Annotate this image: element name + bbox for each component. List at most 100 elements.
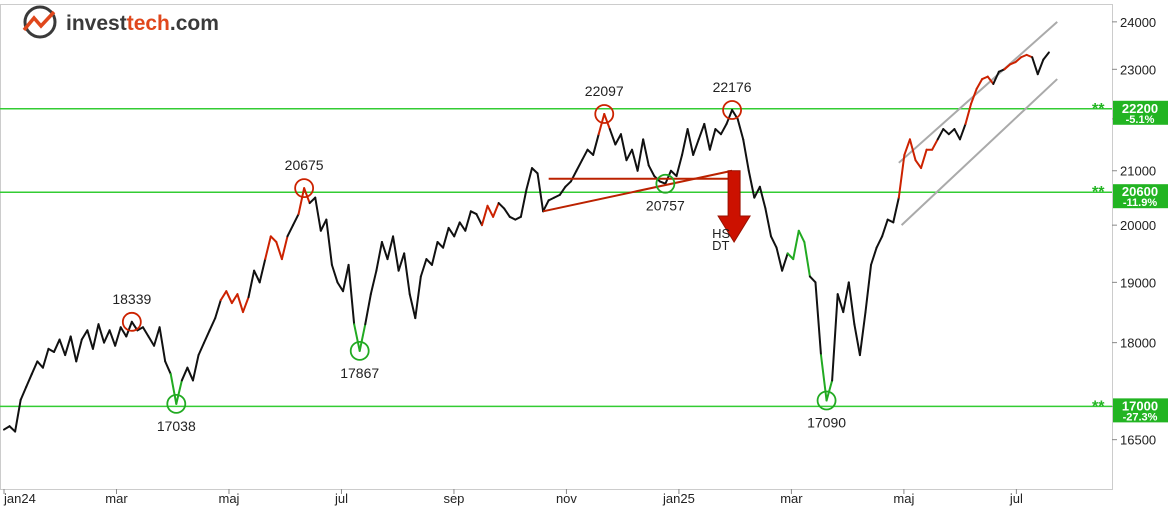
- peak-circle: [816, 390, 837, 411]
- series-segment: [842, 281, 850, 314]
- series-segment: [119, 326, 128, 338]
- peak-circle: [722, 100, 742, 120]
- series-segment: [786, 252, 795, 261]
- series-segment: [525, 167, 533, 191]
- series-segment: [186, 366, 194, 382]
- series-segment: [241, 296, 250, 314]
- series-segment: [775, 246, 784, 272]
- series-segment: [742, 138, 750, 172]
- series-segment: [808, 275, 817, 284]
- series-segment: [886, 218, 895, 224]
- series-segment: [681, 128, 689, 156]
- peak-circle: [655, 173, 676, 194]
- y-tick-label: 16500: [1120, 433, 1156, 448]
- level-stars: **: [1092, 398, 1105, 415]
- logo-text-com: .com: [170, 12, 219, 35]
- series-segment: [419, 258, 428, 278]
- series-segment: [447, 226, 456, 238]
- logo-text-tech: tech: [127, 12, 170, 35]
- series-segment: [1036, 58, 1045, 76]
- series-segment: [981, 75, 989, 81]
- series-segment: [719, 122, 728, 136]
- series-segment: [264, 235, 272, 261]
- series-segment: [936, 128, 945, 141]
- series-segment: [14, 398, 22, 433]
- series-segment: [558, 185, 567, 196]
- y-tick-label: 20000: [1120, 218, 1156, 233]
- series-segment: [708, 128, 717, 151]
- peak-label: 20675: [285, 157, 324, 173]
- series-segment: [642, 138, 650, 167]
- series-segment: [475, 213, 483, 227]
- series-segment: [430, 241, 439, 266]
- series-segment: [297, 187, 306, 216]
- series-segment: [581, 148, 589, 162]
- series-segment: [647, 164, 656, 178]
- series-segment: [825, 379, 834, 402]
- series-segment: [219, 290, 228, 302]
- series-segment: [658, 180, 667, 185]
- series-segment: [247, 269, 256, 299]
- x-tick-label: jul: [1009, 491, 1023, 506]
- series-segment: [469, 210, 478, 216]
- series-segment: [480, 204, 489, 227]
- series-segment: [958, 122, 967, 141]
- series-segment: [669, 169, 678, 178]
- series-segment: [358, 323, 367, 352]
- series-segment: [403, 252, 411, 296]
- series-segment: [69, 335, 78, 363]
- y-tick-label: 21000: [1120, 164, 1156, 179]
- series-segment: [414, 275, 422, 320]
- series-segment: [803, 241, 811, 278]
- series-segment: [203, 329, 211, 344]
- series-segment: [1020, 53, 1028, 59]
- series-segment: [86, 329, 94, 350]
- series-segment: [114, 326, 122, 347]
- peak-circle: [294, 178, 315, 199]
- series-segment: [875, 235, 884, 249]
- series-segment: [597, 112, 606, 136]
- series-segment: [692, 138, 700, 156]
- series-segment: [892, 196, 900, 224]
- series-segment: [519, 188, 528, 218]
- series-segment: [1031, 56, 1039, 76]
- peak-label: 22097: [585, 83, 624, 99]
- series-segment: [970, 87, 978, 105]
- logo[interactable]: investtech.com: [22, 5, 219, 39]
- series-segment: [831, 293, 839, 382]
- series-segment: [536, 172, 545, 213]
- series-segment: [908, 138, 917, 162]
- series-segment: [197, 341, 206, 357]
- series-segment: [636, 138, 645, 172]
- peak-label: 20757: [646, 198, 685, 214]
- x-tick-label: jan25: [662, 491, 695, 506]
- series-segment: [319, 218, 328, 232]
- series-segment: [686, 128, 695, 156]
- logo-text-invest: invest: [66, 12, 127, 35]
- series-segment: [47, 347, 56, 353]
- series-segment: [386, 235, 395, 261]
- series-segment: [1014, 56, 1023, 64]
- series-segment: [141, 326, 150, 338]
- neckline-line: [542, 169, 733, 213]
- series-segment: [30, 360, 39, 376]
- level-badge: [1113, 184, 1168, 209]
- series-segment: [1042, 51, 1050, 61]
- series-segment: [164, 360, 172, 376]
- peak-circle: [349, 341, 370, 361]
- level-stars: **: [1092, 101, 1105, 118]
- y-tick-label: 24000: [1120, 15, 1156, 30]
- series-segment: [136, 326, 144, 332]
- series-segment: [619, 133, 628, 162]
- series-segment: [275, 241, 283, 261]
- series-segment: [847, 281, 856, 326]
- peak-label: 18339: [112, 291, 151, 307]
- series-segment: [814, 281, 823, 357]
- level-badges: ** 22200-5.1% ** 20600-11.9% ** 17000-27.3%: [1092, 100, 1168, 423]
- series-segment: [425, 258, 433, 266]
- series-segment: [903, 138, 911, 156]
- level-badge-pct: -11.9%: [1123, 197, 1157, 209]
- series-segment: [253, 269, 261, 284]
- series-segment: [714, 128, 722, 136]
